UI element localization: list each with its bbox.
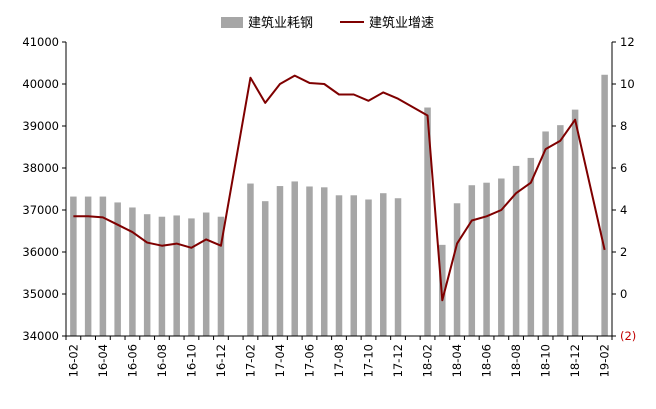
left-tick-label: 36000 <box>22 245 59 259</box>
right-tick-label: 4 <box>620 203 627 217</box>
bar-18-12 <box>571 109 579 337</box>
bar-18-06 <box>483 182 490 336</box>
bar-series <box>70 74 608 337</box>
x-tick-label: 16-10 <box>184 344 198 377</box>
bar-16-11 <box>202 212 210 336</box>
left-axis-ticks: 34000 35000 36000 37000 38000 39000 40000 41000 <box>22 35 66 343</box>
bar-18-10 <box>542 131 549 336</box>
bar-18-02 <box>424 107 431 337</box>
x-tick-label: 16-02 <box>66 344 80 377</box>
x-tick-label: 17-04 <box>273 344 287 377</box>
x-tick-label: 17-06 <box>302 344 316 377</box>
bar-16-07 <box>143 214 151 336</box>
x-tick-label: 17-08 <box>332 344 346 377</box>
bar-16-12 <box>217 216 225 336</box>
bar-16-03 <box>84 196 92 336</box>
x-tick-label: 16-08 <box>155 344 169 377</box>
legend-label-growth-rate: 建筑业增速 <box>369 15 434 31</box>
bar-17-09 <box>350 195 358 336</box>
bar-18-07 <box>498 178 505 336</box>
left-tick-label: 37000 <box>22 203 59 217</box>
bar-18-08 <box>512 165 520 336</box>
x-tick-label: 18-08 <box>509 344 523 377</box>
right-tick-label: (2) <box>620 329 636 343</box>
bar-17-05 <box>291 181 298 336</box>
left-tick-label: 40000 <box>22 77 59 91</box>
right-tick-label: 12 <box>620 35 635 49</box>
left-tick-label: 41000 <box>22 35 59 49</box>
growth-rate-line <box>73 74 606 302</box>
bar-17-04 <box>276 186 284 336</box>
left-tick-label: 35000 <box>22 287 59 301</box>
bar-17-03 <box>261 201 269 336</box>
right-tick-label: 0 <box>620 287 627 301</box>
x-axis-ticks: 16-02 16-04 16-06 16-08 16-10 16-12 17-02 17-04… <box>65 336 613 377</box>
bar-18-04 <box>453 203 461 336</box>
bar-16-08 <box>158 216 166 336</box>
x-tick-label: 18-06 <box>480 344 494 377</box>
axes <box>65 42 613 337</box>
bar-17-06 <box>306 186 313 336</box>
left-tick-label: 39000 <box>22 119 59 133</box>
bar-17-08 <box>335 195 343 336</box>
bar-17-02 <box>247 183 254 336</box>
bar-18-09 <box>527 157 535 336</box>
bar-19-02 <box>601 74 608 336</box>
bar-16-10 <box>188 218 195 336</box>
x-tick-label: 16-04 <box>96 344 110 377</box>
bar-18-05 <box>468 185 476 336</box>
line-series <box>73 74 606 302</box>
bar-17-07 <box>320 187 328 336</box>
bar-18-11 <box>557 125 564 336</box>
right-tick-label: 2 <box>620 245 627 259</box>
legend: 建筑业耗钢 建筑业增速 <box>221 15 434 31</box>
bar-17-12 <box>394 198 402 336</box>
bar-17-10 <box>365 199 372 336</box>
x-tick-label: 17-12 <box>391 344 405 377</box>
right-tick-label: 8 <box>620 119 627 133</box>
right-tick-label: 10 <box>620 77 635 91</box>
x-tick-label: 18-02 <box>421 344 435 377</box>
bar-16-02 <box>70 196 77 336</box>
bar-17-11 <box>380 193 387 336</box>
left-tick-label: 34000 <box>22 329 59 343</box>
right-tick-label: 6 <box>620 161 627 175</box>
bar-16-09 <box>173 215 180 336</box>
bar-16-04 <box>99 196 107 336</box>
x-tick-label: 16-12 <box>214 344 228 377</box>
bar-16-05 <box>114 202 121 336</box>
right-axis-ticks: (2) 0 2 4 6 8 10 12 <box>612 35 636 343</box>
x-tick-label: 19-02 <box>598 344 612 377</box>
x-tick-label: 17-02 <box>243 344 257 377</box>
x-tick-label: 17-10 <box>362 344 376 377</box>
legend-label-steel-consumption: 建筑业耗钢 <box>248 15 313 31</box>
bar-16-06 <box>129 207 136 336</box>
x-tick-label: 16-06 <box>125 344 139 377</box>
x-tick-label: 18-04 <box>450 344 464 377</box>
x-tick-label: 18-10 <box>539 344 553 377</box>
legend-swatch-steel-consumption <box>221 17 243 28</box>
x-tick-label: 18-12 <box>568 344 582 377</box>
left-tick-label: 38000 <box>22 161 59 175</box>
